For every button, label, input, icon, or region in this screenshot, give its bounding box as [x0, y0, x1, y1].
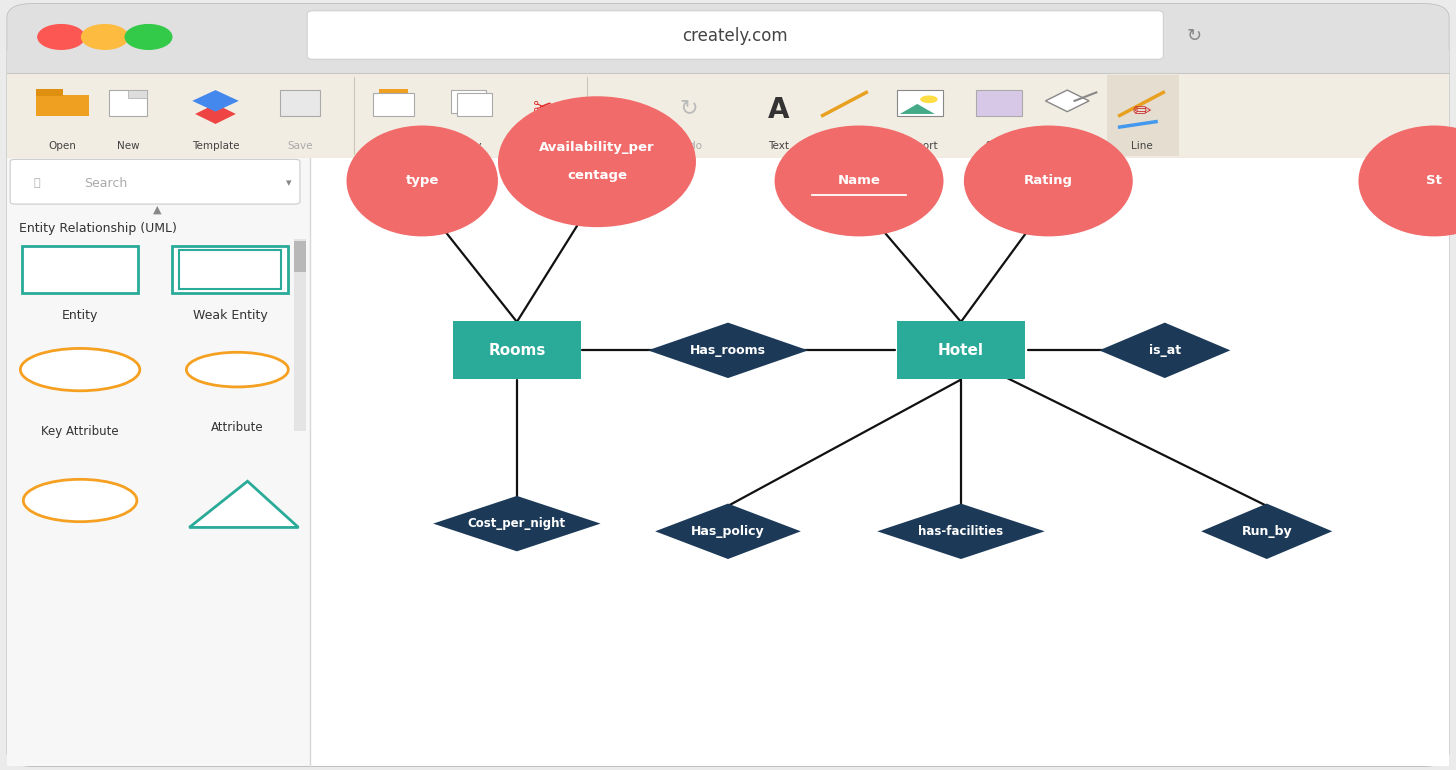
Ellipse shape — [347, 126, 498, 236]
Text: New: New — [116, 142, 140, 151]
FancyBboxPatch shape — [7, 50, 1449, 73]
Text: Import: Import — [903, 142, 938, 151]
Text: Save: Save — [287, 142, 313, 151]
Ellipse shape — [1358, 126, 1456, 236]
Text: Availability_per: Availability_per — [539, 142, 655, 154]
Text: is_at: is_at — [1149, 344, 1181, 357]
Circle shape — [82, 25, 128, 49]
Text: Entity: Entity — [63, 310, 98, 322]
FancyBboxPatch shape — [451, 90, 486, 113]
FancyBboxPatch shape — [7, 4, 1449, 73]
Text: Style: Style — [986, 142, 1012, 151]
Ellipse shape — [964, 126, 1133, 236]
Text: Template: Template — [192, 142, 239, 151]
Text: Line: Line — [834, 142, 855, 151]
Text: 🔍: 🔍 — [33, 179, 39, 188]
Text: Weak Entity: Weak Entity — [192, 310, 268, 322]
Text: ✂: ✂ — [533, 95, 553, 120]
Polygon shape — [192, 90, 239, 112]
Text: Attribute: Attribute — [211, 421, 264, 434]
FancyBboxPatch shape — [1107, 75, 1179, 156]
Text: Copy: Copy — [456, 142, 482, 151]
FancyBboxPatch shape — [294, 239, 306, 431]
Text: Cut: Cut — [534, 142, 552, 151]
Text: ✏: ✏ — [1133, 102, 1150, 122]
Polygon shape — [189, 481, 298, 527]
Text: has-facilities: has-facilities — [919, 525, 1003, 537]
Polygon shape — [900, 104, 935, 114]
Text: Fill: Fill — [1060, 142, 1075, 151]
Circle shape — [38, 25, 84, 49]
Polygon shape — [1201, 504, 1332, 559]
Text: Rooms: Rooms — [488, 343, 546, 358]
Text: Search: Search — [84, 177, 128, 189]
Text: Key Attribute: Key Attribute — [41, 425, 119, 437]
Text: creately.com: creately.com — [683, 27, 788, 45]
FancyBboxPatch shape — [172, 246, 288, 293]
Text: Redo: Redo — [676, 142, 702, 151]
FancyBboxPatch shape — [280, 90, 320, 116]
Ellipse shape — [20, 349, 140, 391]
Polygon shape — [434, 496, 600, 551]
Text: Text: Text — [769, 142, 789, 151]
Polygon shape — [128, 90, 147, 98]
Ellipse shape — [775, 126, 943, 236]
FancyBboxPatch shape — [310, 158, 1449, 766]
Text: ↻: ↻ — [680, 98, 697, 118]
Text: A: A — [769, 96, 789, 124]
Text: Entity Relationship (UML): Entity Relationship (UML) — [19, 223, 176, 235]
Text: Run_by: Run_by — [1242, 525, 1291, 537]
FancyBboxPatch shape — [457, 93, 492, 116]
FancyBboxPatch shape — [179, 250, 281, 289]
Text: Line: Line — [1131, 142, 1152, 151]
Polygon shape — [648, 323, 808, 378]
FancyBboxPatch shape — [379, 89, 408, 116]
Text: ↺: ↺ — [613, 98, 630, 118]
Polygon shape — [877, 504, 1044, 559]
Text: Hotel: Hotel — [938, 343, 984, 358]
Text: ▲: ▲ — [153, 205, 162, 214]
Ellipse shape — [23, 479, 137, 522]
FancyBboxPatch shape — [7, 73, 1449, 158]
FancyBboxPatch shape — [976, 90, 1022, 116]
Text: St: St — [1427, 175, 1441, 187]
FancyBboxPatch shape — [109, 90, 147, 116]
FancyBboxPatch shape — [7, 158, 310, 766]
Ellipse shape — [498, 96, 696, 227]
FancyBboxPatch shape — [36, 89, 63, 96]
Text: Undo: Undo — [609, 142, 635, 151]
Text: Paste: Paste — [379, 142, 408, 151]
Polygon shape — [655, 504, 801, 559]
FancyBboxPatch shape — [7, 4, 1449, 766]
Text: type: type — [406, 175, 438, 187]
FancyBboxPatch shape — [36, 95, 89, 116]
FancyBboxPatch shape — [10, 159, 300, 204]
FancyBboxPatch shape — [22, 246, 138, 293]
Polygon shape — [195, 104, 236, 124]
Circle shape — [125, 25, 172, 49]
Text: Cost_per_night: Cost_per_night — [467, 517, 566, 530]
FancyBboxPatch shape — [307, 11, 1163, 59]
Text: Open: Open — [48, 142, 77, 151]
FancyBboxPatch shape — [294, 241, 306, 272]
Text: Name: Name — [837, 175, 881, 187]
Text: ↻: ↻ — [1187, 27, 1201, 45]
Text: Rating: Rating — [1024, 175, 1073, 187]
Text: Has_policy: Has_policy — [692, 525, 764, 537]
Polygon shape — [1099, 323, 1230, 378]
FancyBboxPatch shape — [373, 93, 414, 116]
Text: Has_rooms: Has_rooms — [690, 344, 766, 357]
Text: ▾: ▾ — [285, 179, 291, 188]
Ellipse shape — [186, 353, 288, 387]
FancyBboxPatch shape — [897, 90, 943, 116]
Ellipse shape — [920, 95, 938, 103]
FancyBboxPatch shape — [897, 322, 1025, 380]
Polygon shape — [1045, 90, 1089, 112]
FancyBboxPatch shape — [453, 322, 581, 380]
Text: centage: centage — [566, 169, 628, 182]
